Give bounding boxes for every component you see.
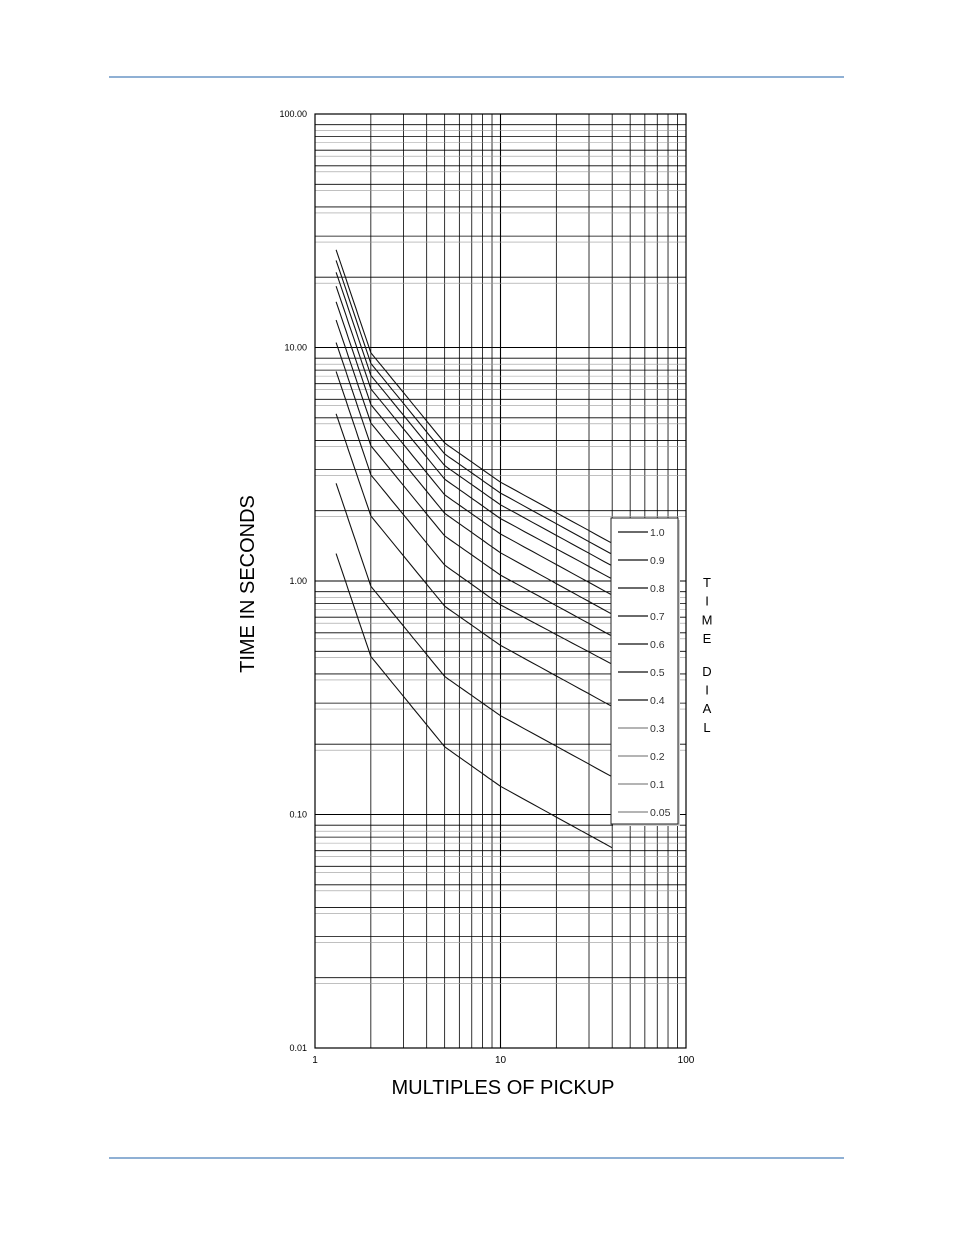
plot-frame [314, 113, 687, 1049]
y-tick-label: 0.10 [289, 810, 307, 820]
y-tick-label: 1.00 [289, 576, 307, 586]
curves-group [335, 249, 613, 849]
curve-time-dial-0.1 [335, 483, 613, 778]
curve-time-dial-0.8 [335, 272, 613, 567]
y-tick-label: 100.00 [279, 109, 307, 119]
x-tick-label: 10 [495, 1055, 507, 1066]
legend-title-letter: A [703, 701, 712, 716]
legend-title-letter: I [705, 683, 709, 698]
curve-time-dial-0.9 [335, 260, 613, 555]
footer-divider [109, 1157, 844, 1159]
curve-time-dial-0.05 [335, 553, 613, 849]
y-axis-title: TIME IN SECONDS [237, 495, 259, 673]
legend-entry-label: 0.8 [650, 583, 665, 595]
curve-time-dial-0.7 [335, 286, 613, 580]
curve-time-dial-0.4 [335, 342, 613, 637]
legend-entry-label: 0.6 [650, 639, 665, 651]
legend-entry-label: 0.7 [650, 611, 665, 623]
legend-title-letter: L [703, 720, 710, 735]
y-tick-label: 10.00 [284, 343, 307, 353]
legend-entry-label: 0.9 [650, 555, 665, 567]
x-tick-labels: 1 10 100 [312, 1055, 695, 1066]
x-axis-title: MULTIPLES OF PICKUP [391, 1077, 614, 1099]
x-tick-label: 1 [312, 1055, 318, 1066]
header-divider [109, 76, 844, 78]
curve-time-dial-0.5 [335, 319, 613, 615]
legend-entry-label: 1.0 [650, 527, 665, 539]
legend-entry-label: 0.4 [650, 695, 665, 707]
x-tick-label: 100 [678, 1055, 695, 1066]
legend-title-letter: T [703, 575, 711, 590]
legend-entry-label: 0.5 [650, 667, 665, 679]
curve-time-dial-0.6 [335, 301, 613, 596]
legend-entry-label: 0.3 [650, 723, 665, 735]
legend-title-letter: M [702, 612, 713, 627]
curve-time-dial-0.3 [335, 371, 613, 665]
legend: 1.0 0.9 0.8 0.7 0.6 0.5 0.4 0.3 0.2 0.1 0.05 [610, 517, 680, 826]
legend-title-letter: E [703, 631, 712, 646]
curve-time-dial-0.2 [335, 413, 613, 707]
legend-entry-label: 0.05 [650, 807, 671, 819]
legend-entry-label: 0.2 [650, 751, 665, 763]
y-tick-label: 0.01 [289, 1043, 307, 1053]
curve-time-dial-1.0 [335, 249, 613, 544]
legend-box [610, 517, 679, 825]
legend-title-letter: D [702, 664, 711, 679]
legend-entry-label: 0.1 [650, 779, 665, 791]
y-tick-labels: 0.01 0.10 1.00 10.00 100.00 [279, 109, 307, 1053]
legend-title-letter: I [705, 594, 709, 609]
